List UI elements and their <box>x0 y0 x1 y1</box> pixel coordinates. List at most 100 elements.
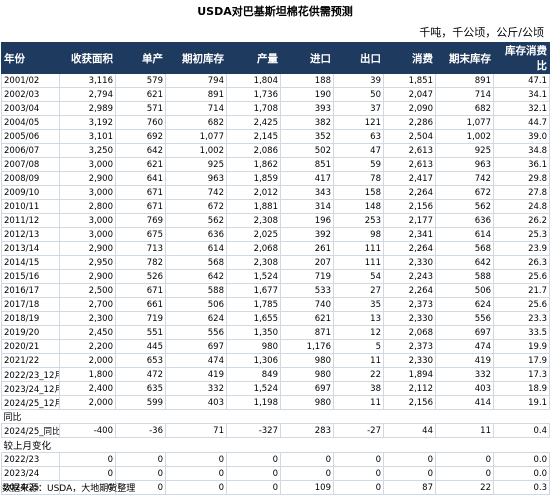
table-cell: 2,145 <box>226 129 281 144</box>
table-row: 2024/25_12月 2,000 599 403 1,198 980 11 2,156 414… <box>1 395 550 410</box>
table-cell: 2,900 <box>59 269 116 284</box>
table-cell: 0 <box>115 466 166 481</box>
table-row: 2019/20 2,450 551 556 1,350 871 12 2,068 697 33.5 <box>1 325 550 340</box>
table-cell: 24.8 <box>493 199 550 214</box>
table-cell: 891 <box>435 73 494 88</box>
table-cell: 925 <box>165 157 227 172</box>
table-cell: 29.8 <box>493 171 550 186</box>
table-cell: 506 <box>435 283 494 298</box>
table-cell: 794 <box>165 73 227 88</box>
table-cell: 1,176 <box>280 339 334 354</box>
table-cell: 419 <box>435 353 494 368</box>
table-cell: 35 <box>333 297 384 312</box>
table-cell: 672 <box>165 199 227 214</box>
table-cell: 472 <box>115 367 166 382</box>
table-cell: 1,881 <box>226 199 281 214</box>
table-cell: 393 <box>280 101 334 116</box>
table-cell: 109 <box>280 480 334 495</box>
table-cell: 2,243 <box>383 269 436 284</box>
table-cell: 641 <box>115 171 166 186</box>
table-cell: 2,068 <box>226 241 281 256</box>
table-cell: 0 <box>383 452 436 467</box>
row-label: 2024/25_12月 <box>1 395 60 410</box>
table-cell: 39 <box>333 73 384 88</box>
row-label: 2024/25 <box>1 480 60 495</box>
table-cell: 671 <box>115 185 166 200</box>
table-cell: 0 <box>165 480 227 495</box>
table-cell: 419 <box>165 367 227 382</box>
table-cell: 672 <box>435 185 494 200</box>
table-cell: 636 <box>165 227 227 242</box>
table-cell: 34.1 <box>493 87 550 102</box>
table-cell: 963 <box>165 171 227 186</box>
table-cell: 621 <box>115 157 166 172</box>
table-cell: 562 <box>435 199 494 214</box>
table-cell: 2,450 <box>59 325 116 340</box>
table-row: 2009/10 3,000 671 742 2,012 343 158 2,264 672 27.… <box>1 185 550 200</box>
table-cell: 27.8 <box>493 185 550 200</box>
table-cell: -400 <box>59 423 116 438</box>
table-cell: 44.7 <box>493 115 550 130</box>
table-cell: 98 <box>333 227 384 242</box>
table-cell: 562 <box>165 213 227 228</box>
table-cell: 2,286 <box>383 115 436 130</box>
table-cell: 196 <box>280 213 334 228</box>
table-cell: 635 <box>115 381 166 396</box>
table-cell: 1,785 <box>226 297 281 312</box>
table-cell: 417 <box>280 171 334 186</box>
row-label: 2015/16 <box>1 269 60 284</box>
table-cell: 71 <box>165 423 227 438</box>
table-row: 2022/23_12月 1,800 472 419 849 980 22 1,894 332 17… <box>1 367 550 382</box>
table-cell: 1,306 <box>226 353 281 368</box>
section-label: 较上月变化 <box>3 441 52 452</box>
column-header: 年份 <box>1 42 60 74</box>
table-cell: 1,677 <box>226 283 281 298</box>
table-cell: 2,047 <box>383 87 436 102</box>
table-cell: 1,077 <box>165 129 227 144</box>
row-label: 2018/19 <box>1 311 60 326</box>
table-cell: 3,000 <box>59 227 116 242</box>
table-cell: 2,000 <box>59 395 116 410</box>
table-cell: 871 <box>280 325 334 340</box>
table-cell: -36 <box>115 423 166 438</box>
table-cell: 502 <box>280 143 334 158</box>
table-cell: 714 <box>165 101 227 116</box>
table-cell: 44 <box>383 423 436 438</box>
row-label: 2010/11 <box>1 199 60 214</box>
table-cell: 2,500 <box>59 283 116 298</box>
supply-demand-table: 年份 收获面积 单产 期初库存 产量 进口 出口 消费 期末库存 库存消费比 2001/02 3,1… <box>1 42 550 495</box>
table-cell: 692 <box>115 129 166 144</box>
table-row: 2024/25_同比 -400 -36 71 -327 283 -27 44 11 0.4 <box>1 423 550 438</box>
table-cell: 2,950 <box>59 255 116 270</box>
table-row: 2017/18 2,700 661 506 1,785 740 35 2,373 624 25.6 <box>1 297 550 312</box>
table-cell: 2,794 <box>59 87 116 102</box>
table-cell: 17.3 <box>493 367 550 382</box>
table-cell: 980 <box>280 367 334 382</box>
table-cell: 332 <box>435 367 494 382</box>
section-label: 同比 <box>3 413 22 423</box>
table-cell: 682 <box>435 101 494 116</box>
table-row: 2013/14 2,900 713 614 2,068 261 111 2,264 568 23.… <box>1 241 550 256</box>
table-cell: 445 <box>115 339 166 354</box>
table-cell: 697 <box>165 339 227 354</box>
row-label: 2021/22 <box>1 353 60 368</box>
row-label: 2014/15 <box>1 255 60 270</box>
table-cell: 642 <box>435 255 494 270</box>
table-cell: 925 <box>435 143 494 158</box>
table-row: 2008/09 2,900 641 963 1,859 417 78 2,417 742 29.8 <box>1 171 550 186</box>
table-cell: 3,116 <box>59 73 116 88</box>
table-cell: 556 <box>435 311 494 326</box>
row-label: 2023/24_12月 <box>1 381 60 396</box>
table-cell: 474 <box>165 353 227 368</box>
table-cell: 588 <box>435 269 494 284</box>
table-cell: 2,000 <box>59 353 116 368</box>
table-cell: 2,308 <box>226 213 281 228</box>
table-row: 2020/21 2,200 445 697 980 1,176 5 2,373 474 19.9 <box>1 339 550 354</box>
table-cell: 2,900 <box>59 171 116 186</box>
table-cell: 568 <box>435 241 494 256</box>
table-cell: 551 <box>115 325 166 340</box>
table-cell: 2,090 <box>383 101 436 116</box>
table-cell: 5 <box>333 339 384 354</box>
table-cell: 621 <box>115 87 166 102</box>
column-header: 出口 <box>333 42 384 74</box>
